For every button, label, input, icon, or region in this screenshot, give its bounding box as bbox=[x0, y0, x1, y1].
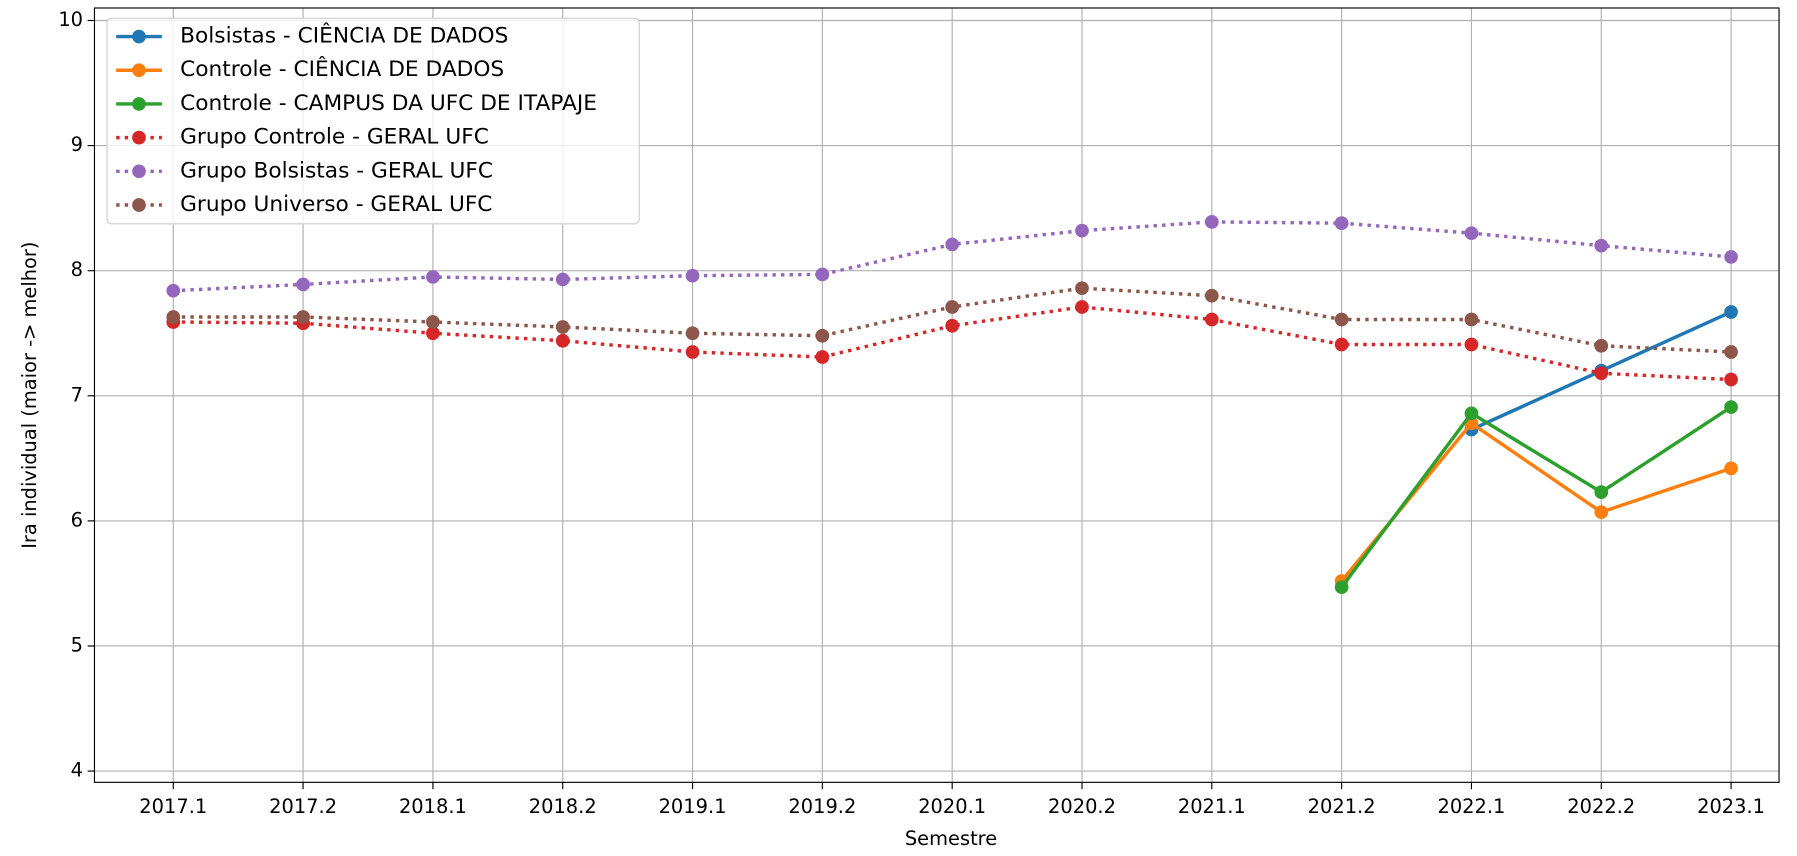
point bbox=[1334, 580, 1349, 595]
point bbox=[1464, 337, 1479, 352]
point bbox=[296, 277, 310, 292]
legend-label: Controle - CAMPUS DA UFC DE ITAPAJE bbox=[180, 91, 597, 116]
point bbox=[1334, 216, 1349, 231]
legend-marker bbox=[132, 198, 146, 212]
point bbox=[1724, 461, 1738, 476]
x-tick-label: 2023.1 bbox=[1697, 795, 1765, 818]
point bbox=[1594, 238, 1609, 253]
point bbox=[555, 320, 570, 334]
y-tick-label: 7 bbox=[71, 383, 83, 406]
point bbox=[685, 268, 700, 283]
point bbox=[426, 326, 440, 341]
plot-frame bbox=[93, 7, 1780, 783]
point bbox=[1464, 226, 1479, 241]
legend-marker bbox=[132, 29, 146, 44]
x-tick-label: 2019.2 bbox=[788, 795, 856, 818]
legend-marker bbox=[132, 63, 146, 78]
point bbox=[1594, 505, 1609, 519]
point bbox=[166, 310, 181, 324]
point bbox=[1594, 338, 1609, 353]
point bbox=[166, 283, 181, 298]
x-tick-label: 2018.1 bbox=[399, 795, 467, 818]
x-tick-label: 2021.2 bbox=[1308, 795, 1376, 818]
legend-label: Grupo Controle - GERAL UFC bbox=[180, 125, 489, 150]
point bbox=[1204, 215, 1219, 229]
y-tick-label: 5 bbox=[71, 633, 83, 656]
x-tick-label: 2020.1 bbox=[918, 795, 986, 818]
point bbox=[1075, 223, 1089, 238]
point bbox=[1075, 300, 1089, 314]
x-tick-label: 2017.2 bbox=[269, 795, 337, 818]
series-line bbox=[1340, 405, 1733, 589]
legend-marker bbox=[132, 164, 146, 179]
y-tick-label: 6 bbox=[71, 508, 83, 531]
point bbox=[815, 350, 830, 364]
x-tick-label: 2018.2 bbox=[529, 795, 597, 818]
point bbox=[1464, 406, 1479, 421]
point bbox=[1204, 312, 1219, 327]
x-tick-label: 2021.1 bbox=[1178, 795, 1246, 818]
legend-frame bbox=[106, 17, 640, 225]
y-tick-label: 10 bbox=[58, 8, 83, 31]
legend-marker bbox=[132, 97, 146, 111]
legend-label: Grupo Bolsistas - GERAL UFC bbox=[180, 158, 493, 183]
legend-label: Grupo Universo - GERAL UFC bbox=[180, 192, 492, 217]
x-axis-label: Semestre bbox=[905, 827, 997, 850]
point bbox=[1724, 250, 1738, 264]
x-tick-label: 2022.2 bbox=[1567, 795, 1635, 818]
y-tick-label: 8 bbox=[71, 258, 83, 281]
point bbox=[1204, 288, 1219, 303]
point bbox=[1334, 312, 1349, 327]
x-tick-label: 2020.2 bbox=[1048, 795, 1116, 818]
legend: Bolsistas - CIÊNCIA DE DADOS Controle - C… bbox=[106, 17, 640, 225]
x-tick-label: 2022.1 bbox=[1437, 795, 1505, 818]
legend-label: Bolsistas - CIÊNCIA DE DADOS bbox=[180, 23, 508, 49]
point bbox=[1724, 345, 1738, 359]
point bbox=[1464, 312, 1479, 327]
point bbox=[555, 333, 570, 348]
point bbox=[945, 237, 960, 252]
point bbox=[555, 272, 570, 287]
y-axis-label: Ira individual (maior -> melhor) bbox=[18, 242, 41, 549]
y-tick-label: 4 bbox=[71, 759, 83, 782]
point bbox=[426, 270, 440, 284]
point bbox=[1724, 305, 1738, 319]
point bbox=[426, 315, 440, 329]
point bbox=[685, 345, 700, 359]
point bbox=[945, 318, 960, 333]
legend-label: Controle - CIÊNCIA DE DADOS bbox=[180, 56, 504, 82]
point bbox=[815, 328, 830, 343]
point bbox=[1724, 372, 1738, 387]
point bbox=[945, 300, 960, 314]
legend-marker bbox=[132, 130, 146, 145]
x-tick-label: 2017.1 bbox=[139, 795, 207, 818]
point bbox=[815, 267, 830, 282]
x-tick-label: 2019.1 bbox=[659, 795, 727, 818]
point bbox=[685, 326, 700, 341]
point bbox=[1075, 281, 1089, 296]
y-tick-label: 9 bbox=[71, 133, 83, 156]
point bbox=[1724, 400, 1738, 414]
point bbox=[1594, 366, 1609, 381]
point bbox=[1334, 337, 1349, 352]
point bbox=[296, 310, 310, 324]
point bbox=[1594, 485, 1609, 499]
